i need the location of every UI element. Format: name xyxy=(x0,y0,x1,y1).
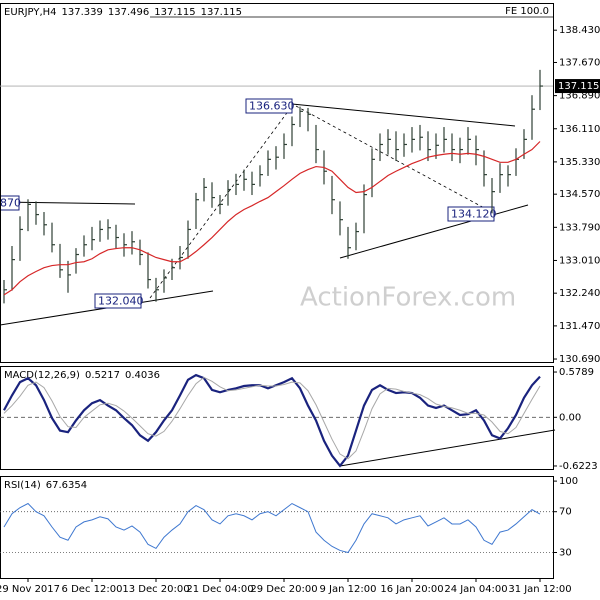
y-tick-label: 136.890 xyxy=(559,91,600,102)
panel-header: MACD(12,26,9) 0.5217 0.4036 xyxy=(4,370,160,381)
indicator-line xyxy=(3,373,541,468)
x-tick-label: 29 Nov 2017 xyxy=(0,584,60,595)
trend-line xyxy=(291,103,516,127)
trend-line xyxy=(295,105,489,211)
annotation-box xyxy=(245,98,293,114)
y-tick-label: 0.00 xyxy=(559,412,581,423)
header-value: 137.115 xyxy=(201,7,242,18)
panel-header: EURJPY,H4 137.339 137.496 137.115 137.115 xyxy=(4,7,242,18)
x-tick-label: 21 Dec 04:00 xyxy=(186,584,253,595)
y-tick-label: 131.470 xyxy=(559,321,600,332)
x-tick-label: 6 Dec 12:00 xyxy=(62,584,123,595)
annotation-box xyxy=(0,195,20,211)
x-tick-label: 31 Jan 12:00 xyxy=(508,584,571,595)
trend-lines xyxy=(0,103,556,467)
header-value: 137.496 xyxy=(108,7,149,18)
trend-line xyxy=(339,204,529,259)
y-tick-label: 100 xyxy=(559,476,578,487)
y-tick-label: 136.110 xyxy=(559,124,600,135)
y-tick-label: -0.6223 xyxy=(559,461,598,472)
y-tick-label: 130.690 xyxy=(559,354,600,365)
annotation-box xyxy=(447,206,495,222)
annotation: 136.630 xyxy=(249,100,295,113)
annotation-box xyxy=(94,293,142,309)
watermark: ActionForex.com xyxy=(300,283,516,313)
y-tick-label: 30 xyxy=(559,548,572,559)
header-value: 67.6354 xyxy=(46,480,87,491)
y-tick-label: 133.790 xyxy=(559,222,600,233)
y-tick-label: 132.240 xyxy=(559,288,600,299)
header-value: 0.5217 xyxy=(85,370,120,381)
moving-average xyxy=(3,141,541,296)
panel-header: RSI(14) 67.6354 xyxy=(4,480,87,491)
y-tick-label: 70 xyxy=(559,507,572,518)
x-tick-label: 29 Dec 20:00 xyxy=(250,584,317,595)
annotation: 132.040 xyxy=(98,295,144,308)
last-price-label: 137.115 xyxy=(558,81,599,92)
y-tick-label: 135.330 xyxy=(559,157,600,168)
x-tick-label: 13 Dec 20:00 xyxy=(122,584,189,595)
x-tick-label: 24 Jan 04:00 xyxy=(444,584,507,595)
indicator-line xyxy=(3,502,541,554)
header-value: 0.4036 xyxy=(125,370,160,381)
y-tick-label: 133.010 xyxy=(559,255,600,266)
panel-title: EURJPY,H4 xyxy=(4,7,57,18)
panel-title: RSI(14) xyxy=(4,480,41,491)
annotation: 870 xyxy=(0,197,21,210)
x-tick-label: 16 Jan 20:00 xyxy=(380,584,443,595)
panel-frame xyxy=(0,476,554,579)
y-tick-label: 134.570 xyxy=(559,189,600,200)
last-price-box xyxy=(555,79,600,94)
fe-label: FE 100.0 xyxy=(505,6,549,17)
indicator-line xyxy=(3,376,541,460)
panel-title: MACD(12,26,9) xyxy=(4,370,80,381)
header-value: 137.115 xyxy=(154,7,195,18)
trend-line xyxy=(0,201,136,205)
panel-frame xyxy=(0,3,554,363)
panel-frame xyxy=(0,366,554,470)
trend-line xyxy=(149,105,293,299)
annotation: 134.120 xyxy=(451,208,497,221)
header-value: 137.339 xyxy=(62,7,103,18)
trend-line xyxy=(339,429,556,467)
x-tick-label: 9 Jan 12:00 xyxy=(320,584,377,595)
y-tick-label: 137.670 xyxy=(559,57,600,68)
y-tick-label: 138.430 xyxy=(559,25,600,36)
annotations: 136.630 134.120 132.040 870 xyxy=(0,98,497,309)
y-tick-label: 0.5789 xyxy=(559,367,594,378)
